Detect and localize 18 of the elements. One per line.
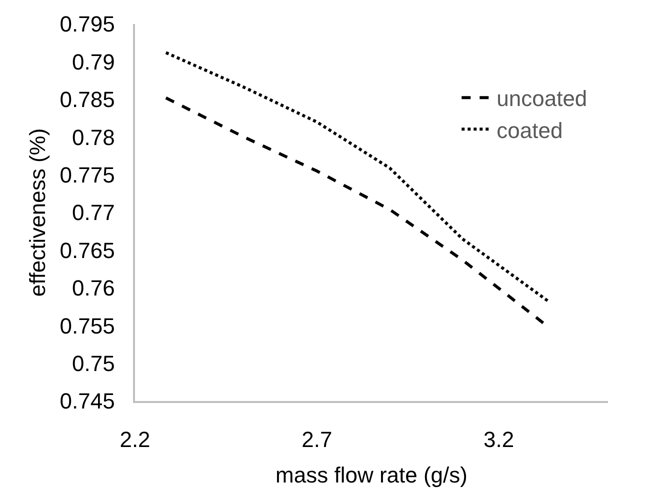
x-axis-title: mass flow rate (g/s): [276, 462, 468, 488]
x-tick-label: 2.2: [120, 427, 150, 452]
y-tick-label: 0.79: [72, 49, 115, 74]
y-tick-label: 0.745: [60, 388, 115, 414]
legend-label: uncoated: [496, 86, 588, 112]
y-tick-label: 0.78: [72, 124, 115, 150]
y-tick-label: 0.75: [72, 351, 115, 376]
legend-label: coated: [496, 118, 563, 143]
x-tick-label: 2.7: [302, 427, 332, 452]
y-tick-label: 0.76: [72, 276, 115, 301]
y-tick-label: 0.785: [60, 87, 115, 112]
y-tick-label: 0.755: [60, 313, 115, 338]
y-tick-label: 0.795: [60, 12, 115, 37]
y-tick-label: 0.765: [60, 238, 115, 263]
y-axis-title: effectiveness (%): [25, 128, 50, 297]
y-tick-label: 0.775: [60, 162, 115, 188]
x-tick-label: 3.2: [484, 427, 514, 452]
y-tick-label: 0.77: [72, 200, 115, 226]
